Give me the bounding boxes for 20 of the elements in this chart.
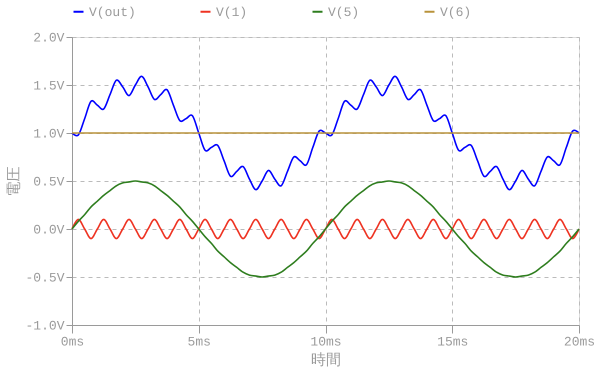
y-axis-title: 電圧 (5, 166, 22, 196)
y-tick-label: 0.5V (33, 174, 65, 190)
x-tick-label: 0ms (60, 334, 84, 350)
y-tick-label: -0.5V (25, 270, 65, 286)
x-tick-label: 5ms (188, 334, 211, 350)
x-axis-title: 時間 (311, 352, 341, 368)
legend-label: V(6) (440, 4, 472, 20)
y-tick-label: 1.0V (33, 126, 65, 142)
y-tick-label: 1.5V (33, 78, 65, 94)
x-tick-label: 20ms (564, 334, 596, 350)
y-tick-label: 0.0V (33, 222, 65, 238)
y-tick-label: -1.0V (25, 318, 65, 334)
line-series (71, 180, 580, 278)
line-series (71, 76, 580, 190)
x-tick-label: 15ms (437, 334, 468, 350)
y-tick-label: 2.0V (33, 30, 65, 46)
legend-label: V(out) (89, 4, 136, 20)
legend-label: V(5) (328, 4, 360, 20)
legend-label: V(1) (216, 4, 248, 20)
x-tick-label: 10ms (310, 334, 342, 350)
